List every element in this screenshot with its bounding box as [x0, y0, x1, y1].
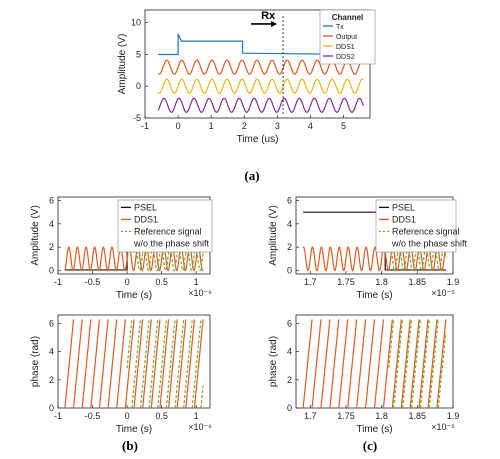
x-axis-label: Time (us): [237, 134, 279, 145]
x-tick-label: 0.5: [155, 277, 168, 287]
legend-title: Channel: [332, 13, 364, 22]
x-tick-label: -1: [141, 121, 149, 131]
rx-annotation: Rx: [261, 10, 276, 22]
y-tick-label: 5: [136, 49, 141, 59]
x-tick-label: -0.5: [85, 411, 101, 421]
y-tick-label: 6: [287, 196, 292, 206]
x-tick-label: 3: [275, 121, 280, 131]
x-exponent-label: ×10⁻⁶: [188, 288, 212, 298]
x-tick-label: -1: [54, 277, 62, 287]
legend-entry-cont: w/o the phase shift: [133, 238, 210, 248]
chart-b-bottom: -1 -0.5 0 0.5 1 0 2 4 6 Time (s) phase (rad) ×10⁻⁶ (…: [30, 314, 212, 453]
x-tick-label: 1.9: [447, 277, 460, 287]
legend-entry: DDS1: [392, 214, 416, 224]
legend: PSEL DDS1 Reference signal w/o the phase sh…: [117, 199, 213, 253]
x-tick-label: 1.85: [409, 411, 427, 421]
legend-entry: DDS2: [336, 54, 355, 61]
series-dds1: [302, 319, 447, 408]
x-tick-label: 5: [341, 121, 346, 131]
y-axis-label: Amplitude (V): [117, 34, 128, 95]
x-exponent-label: ×10⁻⁵: [431, 288, 455, 298]
chart-c-bottom: 1.7 1.75 1.8 1.85 1.9 0 2 4 6 Time (s) phase (rad)…: [268, 314, 460, 453]
legend-entry-cont: w/o the phase shift: [391, 238, 468, 248]
legend-entry: DDS1: [134, 214, 158, 224]
y-tick-label: 0: [287, 403, 292, 413]
legend-entry: DDS1: [336, 44, 355, 51]
x-tick-label: 1.75: [337, 411, 355, 421]
y-axis-label: Amplitude (V): [268, 205, 279, 266]
x-tick-label: 1: [194, 411, 199, 421]
x-tick-label: -1: [54, 411, 62, 421]
series-dds1: [64, 319, 204, 408]
legend: PSEL DDS1 Reference signal w/o the phase sh…: [375, 199, 468, 253]
y-tick-label: 4: [49, 219, 54, 229]
y-tick-label: 0: [49, 266, 54, 276]
chart-c-top: 1.7 1.75 1.8 1.85 1.9 0 2 4 6 Time (s) Amplitude (…: [268, 196, 468, 302]
legend-entry: PSEL: [392, 202, 415, 212]
x-axis-label: Time (s): [116, 290, 152, 301]
x-tick-label: 1.7: [304, 411, 317, 421]
series-tx: [158, 33, 364, 56]
legend-entry: PSEL: [134, 202, 157, 212]
y-tick-label: 2: [49, 242, 54, 252]
y-tick-label: 4: [287, 347, 292, 357]
y-tick-label: 4: [49, 347, 54, 357]
x-tick-label: 4: [308, 121, 313, 131]
y-tick-label: 10: [131, 18, 141, 28]
series-reference-signal-w-o-the-phase-shift: [133, 246, 204, 272]
x-tick-label: -0.5: [85, 277, 101, 287]
y-tick-label: 0: [49, 403, 54, 413]
y-tick-label: 6: [49, 318, 54, 328]
y-tick-label: 6: [49, 196, 54, 206]
series-dds1: [157, 78, 364, 94]
x-axis-label: Time (s): [356, 424, 392, 435]
legend: Channel Tx Output DDS1 DDS2: [319, 9, 376, 65]
y-tick-label: 2: [49, 375, 54, 385]
x-tick-label: 1.7: [304, 277, 317, 287]
figure-caption: (c): [363, 438, 377, 453]
chart-a: -1 0 1 2 3 4 5 -5 0 5 10 Time (us) Amplitude (V) Chan…: [117, 9, 376, 183]
x-tick-label: 0: [176, 121, 181, 131]
x-tick-label: 1.8: [375, 277, 388, 287]
x-tick-label: 1.75: [337, 277, 355, 287]
series-dds2: [157, 97, 364, 113]
chart-b-top: -1 -0.5 0 0.5 1 0 2 4 6 Time (s) Amplitude (V) ×10⁻…: [30, 196, 213, 301]
series-dds1: [302, 246, 447, 272]
x-exponent-label: ×10⁻⁵: [431, 422, 455, 432]
y-axis-label: Amplitude (V): [30, 205, 41, 266]
x-tick-label: 1: [209, 121, 214, 131]
y-axis-label: phase (rad): [30, 336, 41, 387]
legend-entry: Reference signal: [134, 226, 202, 236]
legend-entry: Output: [336, 34, 357, 41]
x-tick-label: 1.85: [409, 277, 427, 287]
x-axis-label: Time (s): [356, 290, 392, 301]
x-tick-label: 1.8: [375, 411, 388, 421]
x-exponent-label: ×10⁻⁶: [188, 422, 212, 432]
y-axis-label: phase (rad): [268, 336, 279, 387]
x-tick-label: 2: [242, 121, 247, 131]
y-tick-label: 4: [287, 219, 292, 229]
y-tick-label: 2: [287, 242, 292, 252]
x-tick-label: 0: [125, 411, 130, 421]
legend-entry: Reference signal: [392, 226, 460, 236]
x-tick-label: 0.5: [155, 411, 168, 421]
x-tick-label: 1: [194, 277, 199, 287]
y-tick-label: 6: [287, 318, 292, 328]
x-tick-label: 0: [125, 277, 130, 287]
series-output: [157, 59, 364, 75]
y-tick-label: -5: [133, 113, 141, 123]
x-tick-label: 1.9: [447, 411, 460, 421]
y-tick-label: 0: [136, 81, 141, 91]
y-tick-label: 0: [287, 266, 292, 276]
figure-caption: (b): [122, 438, 138, 453]
y-tick-label: 2: [287, 375, 292, 385]
figure-caption: (a): [244, 168, 259, 183]
x-axis-label: Time (s): [116, 424, 152, 435]
legend-entry: Tx: [336, 24, 344, 31]
